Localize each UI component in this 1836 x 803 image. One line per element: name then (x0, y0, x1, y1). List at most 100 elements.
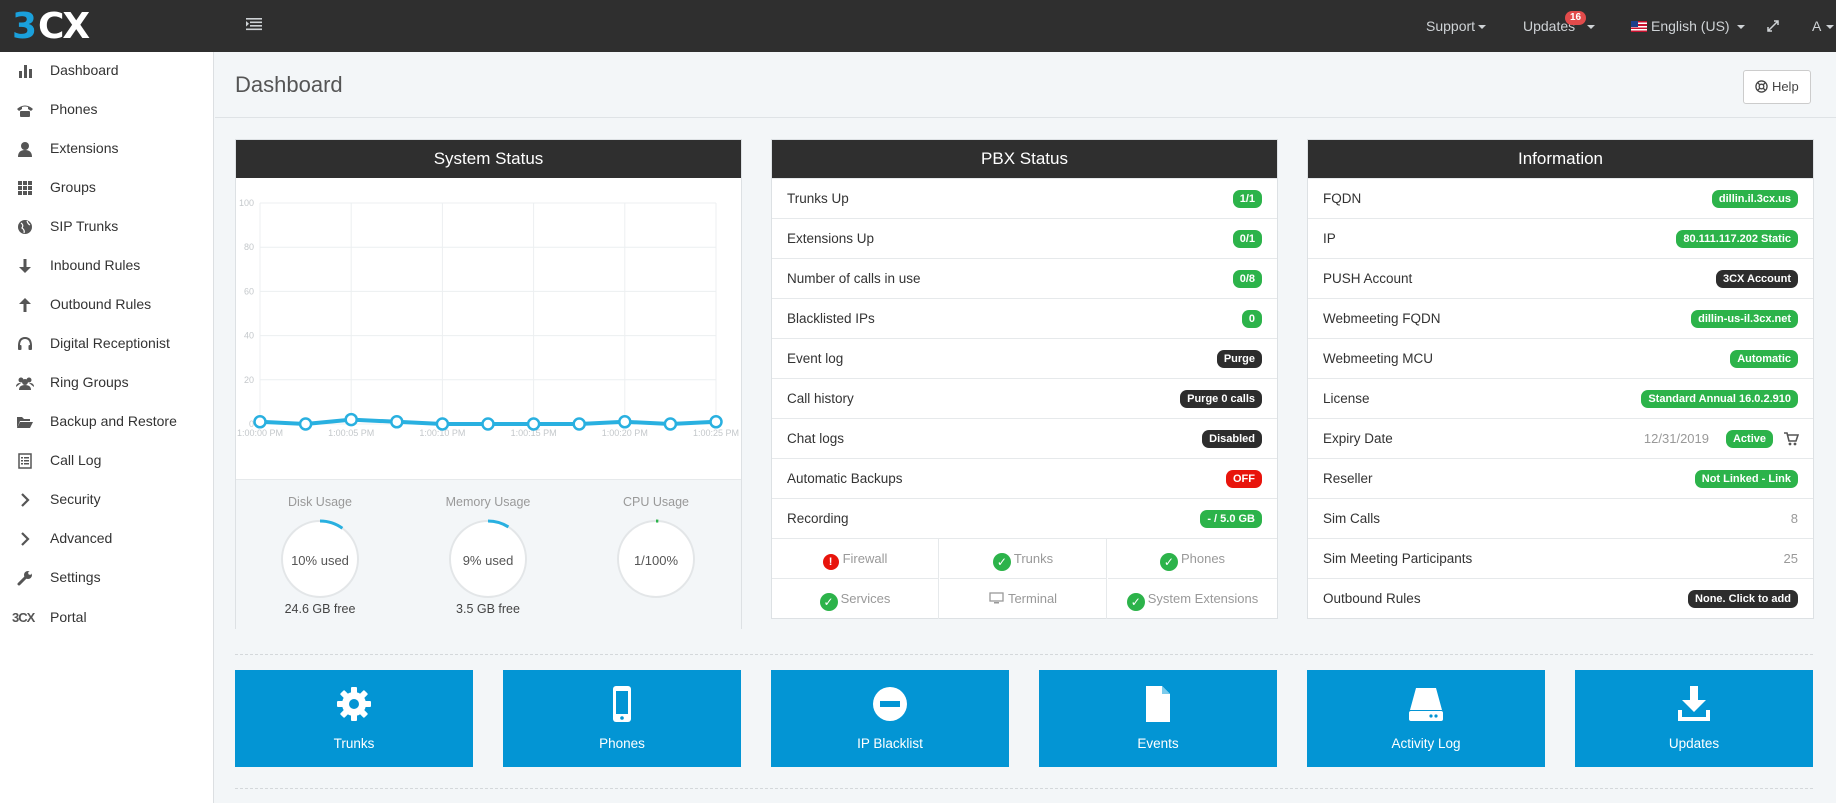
sidebar-item-extensions[interactable]: Extensions (0, 130, 214, 169)
grid-icon (18, 181, 32, 195)
events-tile[interactable]: Events (1039, 670, 1277, 767)
help-button[interactable]: Help (1743, 70, 1811, 104)
sidebar-toggle-icon[interactable] (246, 17, 262, 31)
recording-badge[interactable]: - / 5.0 GB (1200, 510, 1262, 528)
automatic-backups-badge[interactable]: OFF (1226, 470, 1262, 488)
service-terminal[interactable]: Terminal (940, 579, 1107, 619)
sidebar-item-portal[interactable]: 3CX Portal (0, 599, 214, 638)
push-account-badge[interactable]: 3CX Account (1715, 270, 1798, 288)
pbx-row-event-log: Event log Purge (772, 338, 1277, 378)
service-system-extensions[interactable]: ✓ System Extensions (1108, 579, 1277, 619)
bar-chart-icon (19, 65, 32, 78)
status-badge[interactable]: 0/1 (1232, 230, 1262, 248)
ip-blacklist-tile[interactable]: IP Blacklist (771, 670, 1009, 767)
gauge-subtext: 3.5 GB free (456, 602, 520, 616)
fqdn-badge[interactable]: dillin.il.3cx.us (1711, 190, 1798, 208)
download-icon (1678, 686, 1710, 721)
x-tick-label: 1:00:00 PM (237, 428, 283, 438)
support-menu[interactable]: Support (1426, 0, 1487, 52)
phones-tile[interactable]: Phones (503, 670, 741, 767)
status-badge[interactable]: 0/8 (1232, 270, 1262, 288)
gauge-ring (448, 519, 528, 599)
updates-menu[interactable]: Updates (1523, 0, 1596, 52)
language-menu[interactable]: English (US) (1631, 0, 1745, 52)
pbx-row-chat-logs: Chat logs Disabled (772, 418, 1277, 458)
cart-icon[interactable] (1784, 432, 1799, 446)
service-services[interactable]: ✓ Services (772, 579, 939, 619)
y-tick-label: 80 (244, 242, 254, 252)
trunks-tile[interactable]: Trunks (235, 670, 473, 767)
sidebar-item-digital-receptionist[interactable]: Digital Receptionist (0, 325, 214, 364)
folder-open-icon (17, 417, 33, 428)
gauge-title: Memory Usage (445, 495, 531, 509)
arrow-up-icon (19, 298, 31, 312)
status-badge[interactable]: 0 (1241, 310, 1262, 328)
sidebar-item-settings[interactable]: Settings (0, 559, 214, 598)
info-row-webmeeting-mcu: Webmeeting MCU Automatic (1308, 338, 1813, 378)
sidebar-item-outbound-rules[interactable]: Outbound Rules (0, 286, 214, 325)
sidebar-item-label: Backup and Restore (50, 413, 177, 429)
memory-usage-gauge: Memory Usage 9% used 3.5 GB free (404, 480, 572, 630)
chat-logs-badge[interactable]: Disabled (1202, 430, 1262, 448)
info-row-expiry-date: Expiry Date 12/31/2019 Active (1308, 418, 1813, 458)
pbx-status-panel: PBX Status Trunks Up 1/1 Extensions Up 0/1… (771, 139, 1278, 619)
error-icon: ! (822, 554, 839, 570)
info-row-license: License Standard Annual 16.0.2.910 (1308, 378, 1813, 418)
sidebar-item-ring-groups[interactable]: Ring Groups (0, 364, 214, 403)
add-outbound-rule-button[interactable]: None. Click to add (1688, 590, 1798, 608)
webmeeting-mcu-badge[interactable]: Automatic (1730, 350, 1798, 368)
y-tick-label: 40 (244, 331, 254, 341)
x-tick-label: 1:00:10 PM (419, 428, 465, 438)
data-point (572, 417, 586, 431)
data-point (526, 417, 541, 431)
info-row-reseller: Reseller Not Linked - Link (1308, 458, 1813, 498)
sidebar-item-sip-trunks[interactable]: SIP Trunks (0, 208, 214, 247)
tile-label: Phones (599, 736, 645, 751)
tile-label: Trunks (333, 736, 375, 751)
sidebar-item-advanced[interactable]: Advanced (0, 520, 214, 559)
us-flag-icon (1631, 21, 1647, 32)
sidebar-item-dashboard[interactable]: Dashboard (0, 52, 214, 91)
service-firewall[interactable]: ! Firewall (772, 539, 939, 579)
gear-icon (337, 687, 371, 721)
data-point (253, 415, 267, 429)
gauge-value: 9% used (462, 553, 514, 568)
updates-tile[interactable]: Updates (1575, 670, 1813, 767)
gauge-value: 10% used (291, 553, 349, 568)
sidebar-item-label: Dashboard (50, 62, 119, 78)
pbx-row-recording: Recording - / 5.0 GB (772, 498, 1277, 538)
service-trunks[interactable]: ✓ Trunks (940, 539, 1107, 579)
webmeeting-fqdn-badge[interactable]: dillin-us-il.3cx.net (1691, 310, 1798, 328)
purge-event-log-button[interactable]: Purge (1216, 350, 1262, 368)
headset-icon (18, 336, 32, 350)
y-tick-label: 20 (244, 375, 254, 385)
sidebar-item-call-log[interactable]: Call Log (0, 442, 214, 481)
usage-gauges: Disk Usage 10% used 24.6 GB free Memory … (236, 479, 741, 629)
sidebar-item-backup-and-restore[interactable]: Backup and Restore (0, 403, 214, 442)
info-row-ip: IP 80.111.117.202 Static (1308, 218, 1813, 258)
sidebar-item-label: SIP Trunks (50, 218, 119, 234)
purge-call-history-button[interactable]: Purge 0 calls (1180, 390, 1262, 408)
service-phones[interactable]: ✓ Phones (1108, 539, 1277, 579)
reseller-link-badge[interactable]: Not Linked - Link (1694, 470, 1798, 488)
sidebar: Dashboard Phones Extensions Groups SIP T… (0, 52, 214, 803)
data-point (435, 417, 450, 431)
active-badge: Active (1725, 430, 1773, 448)
check-icon: ✓ (1159, 553, 1178, 571)
user-icon (18, 142, 32, 157)
x-tick-label: 1:00:25 PM (693, 428, 739, 438)
fullscreen-icon[interactable] (1767, 20, 1779, 32)
status-badge[interactable]: 1/1 (1232, 190, 1262, 208)
sidebar-item-phones[interactable]: Phones (0, 91, 214, 130)
sidebar-item-groups[interactable]: Groups (0, 169, 214, 208)
user-menu[interactable]: A (1812, 0, 1835, 52)
info-row-webmeeting-fqdn: Webmeeting FQDN dillin-us-il.3cx.net (1308, 298, 1813, 338)
sidebar-item-inbound-rules[interactable]: Inbound Rules (0, 247, 214, 286)
user-label: A (1812, 18, 1822, 34)
support-label: Support (1426, 18, 1476, 34)
activity-log-tile[interactable]: Activity Log (1307, 670, 1545, 767)
license-badge[interactable]: Standard Annual 16.0.2.910 (1641, 390, 1798, 408)
sidebar-item-security[interactable]: Security (0, 481, 214, 520)
ip-badge[interactable]: 80.111.117.202 Static (1676, 230, 1798, 248)
panel-title: Information (1308, 140, 1813, 178)
